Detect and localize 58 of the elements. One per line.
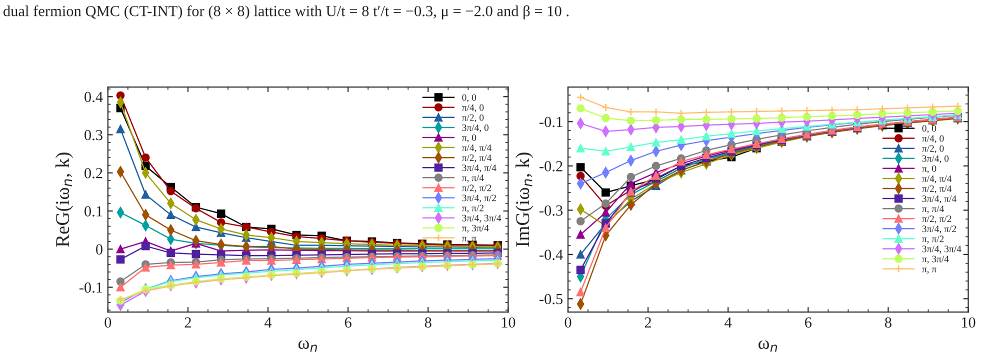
- legend-label: π, π/2: [462, 204, 484, 213]
- legend-label: π, π/2: [922, 236, 944, 244]
- x-tick-label: 4: [264, 317, 272, 328]
- legend-label: π, 3π/4: [462, 224, 489, 233]
- legend-label: π, π/4: [922, 206, 944, 214]
- legend-label: π, 0: [922, 165, 936, 174]
- y-tick-label: -0.1: [79, 282, 102, 293]
- y-tick-label: 0.1: [84, 206, 102, 217]
- legend-label: π/4, π/4: [922, 175, 952, 184]
- legend-label: 3π/4, 0: [922, 155, 949, 164]
- y-axis-title: ImG(iω$_{n}$, k): [516, 152, 534, 247]
- x-tick-label: 8: [884, 317, 892, 328]
- legend-label: π/2, π/4: [462, 154, 492, 162]
- x-axis-title: ω$_{n}$: [298, 340, 317, 352]
- legend-label: π/2, 0: [462, 114, 484, 122]
- legend-label: π, π: [462, 236, 476, 243]
- x-tick-label: 10: [502, 317, 516, 328]
- legend-label: π/2, π/2: [922, 216, 952, 224]
- x-axis-title: ω$_{n}$: [758, 340, 778, 352]
- y-tick-label: -0.3: [540, 205, 563, 216]
- text: dual fermion QMC (CT-INT) for (8 × 8) lattice with U/t = 8 t′/t = −0.3, μ = −2.0 and β = 10 .: [3, 5, 569, 20]
- legend-label: π/2, π/4: [922, 185, 952, 194]
- legend-label: 3π/4, 0: [462, 124, 489, 132]
- legend-label: 3π/4, π/2: [922, 226, 956, 234]
- legend-label: π/2, 0: [922, 145, 944, 154]
- legend-label: π, 0: [462, 134, 476, 142]
- legend-label: 3π/4, π/2: [462, 194, 496, 203]
- x-tick-label: 6: [804, 317, 812, 328]
- y-tick-label: -0.2: [540, 161, 562, 172]
- legend-label: 3π/4, 3π/4: [922, 246, 962, 254]
- y-tick-label: 0.3: [84, 130, 102, 140]
- x-tick-label: 0: [104, 317, 112, 328]
- legend-label: π/4, π/4: [462, 144, 492, 152]
- legend-label: 3π/4, π/4: [462, 164, 496, 173]
- legend-label: π, π/4: [462, 174, 484, 183]
- legend-label: π, π: [922, 268, 936, 274]
- x-tick-label: 10: [962, 317, 976, 328]
- x-tick-label: 2: [184, 317, 191, 328]
- y-tick-label: -0.1: [540, 116, 562, 128]
- x-tick-label: 4: [724, 317, 732, 328]
- legend-label: π/4, 0: [922, 135, 944, 144]
- x-tick-label: 0: [564, 317, 572, 328]
- y-tick-label: 0.2: [84, 168, 102, 178]
- y-tick-label: -0.4: [540, 250, 563, 260]
- legend-label: π, 3π/4: [922, 256, 949, 264]
- x-tick-label: 6: [344, 317, 352, 328]
- y-tick-label: 0.4: [84, 92, 103, 102]
- legend-label: 3π/4, π/4: [922, 195, 956, 204]
- legend-label: π/2, π/2: [462, 184, 492, 193]
- y-tick-label: 0: [96, 244, 102, 255]
- legend-label: π/4, 0: [462, 104, 484, 112]
- legend-label: 0, 0: [462, 94, 476, 102]
- x-tick-label: 2: [644, 317, 652, 328]
- legend-label: 3π/4, 3π/4: [462, 214, 502, 223]
- y-tick-label: -0.5: [540, 294, 563, 304]
- legend-label: 0, 0: [922, 125, 936, 134]
- x-tick-label: 8: [424, 317, 432, 328]
- y-axis-title: ReG(iω$_{n}$, k): [55, 152, 74, 247]
